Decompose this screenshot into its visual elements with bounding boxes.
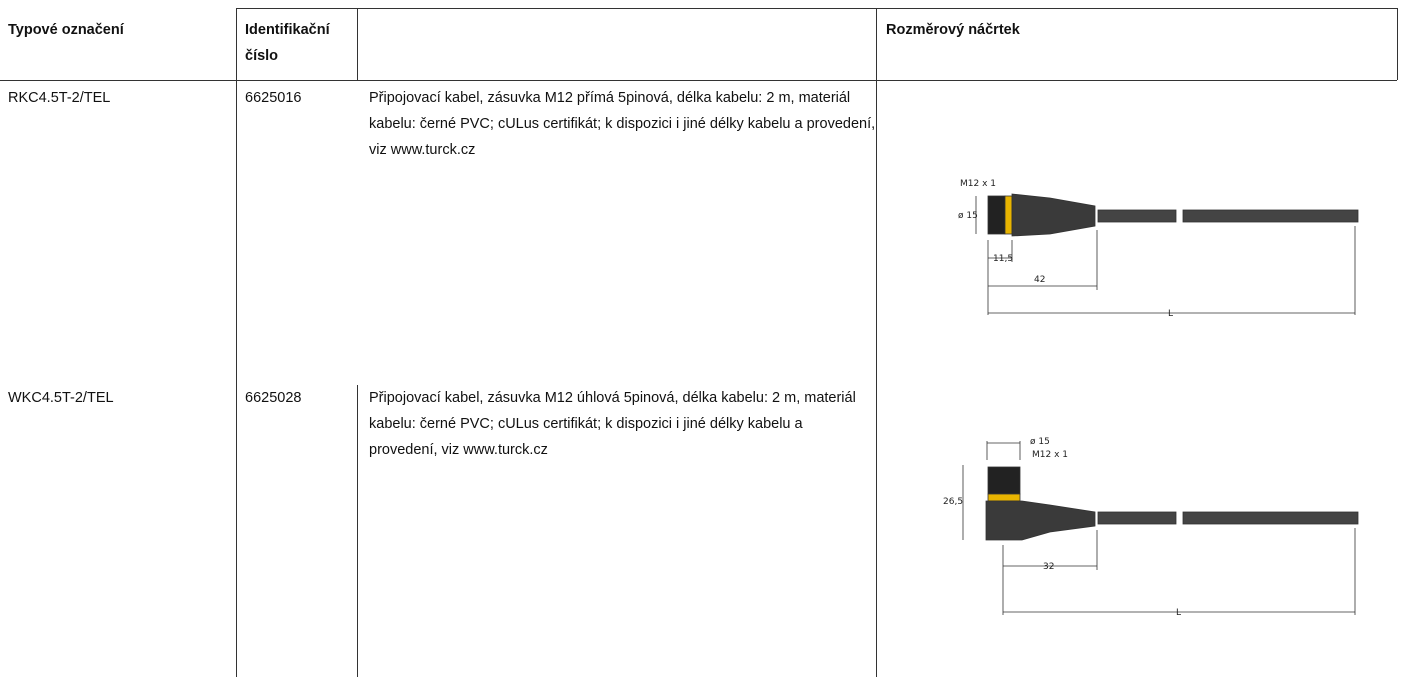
dim-label: 11,5 bbox=[993, 254, 1013, 264]
dim-label: 42 bbox=[1034, 275, 1045, 285]
drawing-angled bbox=[963, 441, 1358, 615]
dim-label: M12 x 1 bbox=[960, 179, 996, 189]
dim-label: ø 15 bbox=[958, 211, 978, 221]
dim-label: ø 15 bbox=[1030, 437, 1050, 447]
dim-label: M12 x 1 bbox=[1032, 450, 1068, 460]
drawings: M12 x 1 ø 15 11,5 42 L ø 15 M12 x 1 26,5… bbox=[0, 0, 1402, 677]
page: Typové označení Identifikační číslo Rozm… bbox=[0, 0, 1402, 677]
dim-label: L bbox=[1168, 309, 1173, 319]
dim-label: 26,5 bbox=[943, 497, 963, 507]
dim-label: L bbox=[1176, 608, 1181, 618]
drawing-straight bbox=[976, 194, 1358, 315]
dim-label: 32 bbox=[1043, 562, 1054, 572]
